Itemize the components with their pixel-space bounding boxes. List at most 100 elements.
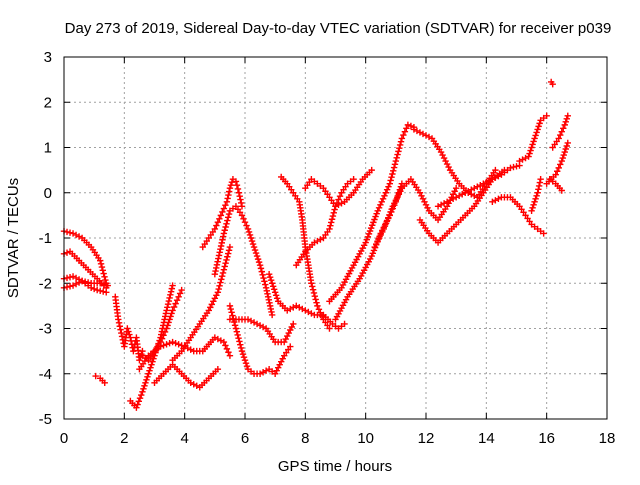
data-point-plus-marker (533, 129, 540, 136)
y-tick-label: 3 (44, 49, 52, 66)
data-point-plus-marker (223, 220, 230, 227)
data-point-plus-marker (468, 186, 475, 193)
data-point-plus-marker (492, 166, 499, 174)
data-point-plus-marker (241, 218, 249, 226)
data-point-plus-marker (519, 156, 526, 163)
data-point-plus-marker (332, 203, 339, 210)
data-point-plus-marker (459, 191, 466, 198)
data-point-plus-marker (217, 212, 225, 219)
data-point-plus-marker (422, 201, 430, 209)
chart-title: Day 273 of 2019, Sidereal Day-to-day VTE… (65, 20, 612, 37)
data-point-plus-marker (390, 167, 397, 174)
data-point-plus-marker (221, 263, 228, 270)
data-point-plus-marker (224, 253, 231, 260)
data-point-plus-marker (369, 222, 376, 229)
data-point-plus-marker (72, 280, 80, 288)
data-point-plus-marker (163, 307, 170, 314)
data-point-plus-marker (341, 320, 348, 328)
data-point-plus-marker (250, 319, 258, 326)
data-point-plus-marker (225, 210, 233, 218)
y-tick-label: -5 (39, 411, 52, 428)
data-point-plus-marker (72, 231, 80, 239)
data-point-plus-marker (249, 240, 257, 248)
data-point-plus-marker (527, 147, 534, 154)
data-point-plus-marker (226, 352, 234, 359)
data-point-plus-marker (223, 345, 231, 353)
data-point-plus-marker (214, 289, 222, 296)
data-point-plus-marker (245, 228, 253, 236)
data-point-plus-marker (66, 274, 74, 281)
data-point-plus-marker (238, 212, 246, 219)
data-point-plus-marker (534, 189, 541, 196)
data-point-plus-marker (69, 230, 77, 237)
data-point-plus-marker (240, 215, 247, 222)
data-point-plus-marker (214, 366, 222, 373)
data-point-plus-marker (169, 338, 176, 346)
data-point-plus-marker (115, 316, 122, 323)
data-point-plus-marker (149, 358, 156, 365)
data-point-plus-marker (327, 219, 335, 226)
data-point-plus-marker (240, 353, 248, 361)
data-point-plus-marker (124, 325, 131, 332)
data-point-plus-marker (419, 195, 427, 202)
data-point-plus-marker (104, 282, 111, 289)
data-point-plus-marker (471, 185, 478, 192)
data-point-plus-marker (407, 122, 415, 130)
data-point-plus-marker (97, 280, 104, 287)
data-point-plus-marker (530, 138, 537, 145)
data-point-plus-marker (163, 341, 170, 348)
data-point-plus-marker (254, 255, 262, 263)
data-point-plus-marker (168, 285, 176, 292)
data-point-plus-marker (247, 234, 255, 242)
data-point-plus-marker (315, 306, 323, 313)
data-point-plus-marker (311, 292, 319, 300)
data-point-plus-marker (302, 307, 309, 314)
data-point-plus-marker (172, 340, 179, 347)
data-point-plus-marker (558, 187, 565, 194)
data-point-plus-marker (170, 303, 178, 311)
y-tick-label: 0 (44, 185, 52, 202)
data-point-plus-marker (559, 154, 566, 162)
data-point-plus-marker (528, 207, 535, 215)
data-point-plus-marker (161, 328, 169, 336)
data-point-plus-marker (434, 203, 442, 210)
data-point-plus-marker (381, 192, 388, 199)
data-point-plus-marker (115, 319, 123, 327)
data-point-plus-marker (208, 301, 216, 308)
data-point-plus-marker (223, 256, 230, 264)
data-point-plus-marker (158, 335, 166, 342)
data-series-track-22 (371, 175, 460, 251)
data-point-plus-marker (98, 263, 106, 271)
data-point-plus-marker (440, 200, 448, 207)
data-point-plus-marker (117, 326, 124, 333)
data-point-plus-marker (237, 196, 244, 203)
data-point-plus-marker (266, 274, 274, 281)
data-point-plus-marker (166, 294, 173, 302)
data-point-plus-marker (238, 199, 245, 207)
data-point-plus-marker (443, 160, 451, 168)
data-point-plus-marker (335, 196, 342, 203)
data-point-plus-marker (537, 175, 544, 183)
data-point-plus-marker (564, 112, 571, 120)
data-point-plus-marker (395, 148, 402, 155)
data-point-plus-marker (314, 237, 321, 245)
data-point-plus-marker (383, 186, 391, 193)
data-point-plus-marker (528, 144, 535, 151)
data-point-plus-marker (214, 335, 222, 343)
data-point-plus-marker (261, 278, 268, 285)
data-point-plus-marker (421, 198, 428, 205)
data-point-plus-marker (561, 121, 568, 129)
data-point-plus-marker (142, 379, 149, 386)
data-point-plus-marker (267, 277, 275, 284)
y-tick-label: -3 (39, 321, 52, 338)
x-tick-label: 8 (301, 430, 309, 447)
data-point-plus-marker (425, 133, 433, 141)
data-series-track-31 (549, 112, 571, 151)
data-point-plus-marker (314, 302, 321, 310)
y-tick-label: -2 (39, 275, 52, 292)
data-point-plus-marker (139, 388, 146, 396)
data-point-plus-marker (445, 163, 452, 171)
data-point-plus-marker (272, 292, 280, 299)
data-series-track-10 (151, 361, 222, 391)
